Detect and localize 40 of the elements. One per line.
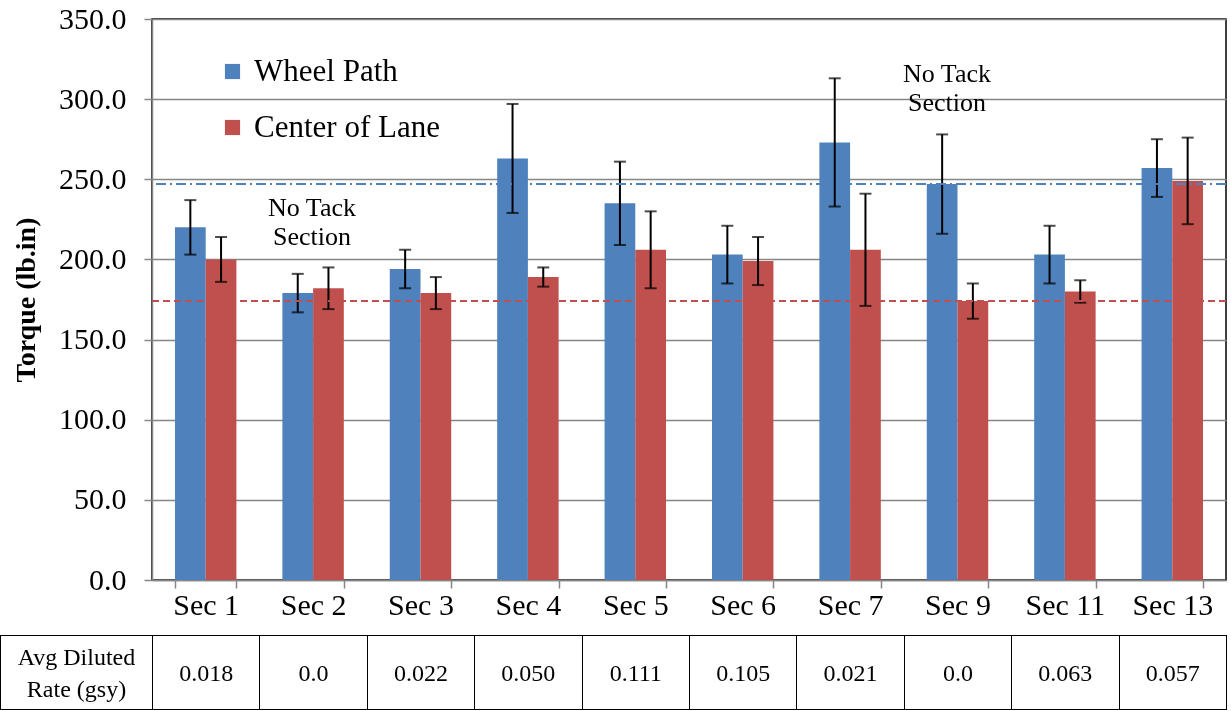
bar (174, 227, 206, 580)
y-tick-label: 300.0 (59, 81, 127, 115)
x-tick-label: Sec 9 (925, 587, 991, 621)
bar (604, 203, 636, 580)
x-tick-label: Sec 6 (710, 587, 777, 621)
text: 0.111 (582, 635, 690, 710)
text: 0.057 (1119, 635, 1227, 710)
x-tick-label: Sec 7 (817, 587, 884, 621)
y-tick-label: 350.0 (59, 1, 127, 35)
x-tick-label: Sec 11 (1025, 587, 1106, 621)
y-tick-label: 50.0 (74, 482, 127, 516)
text: 0.021 (796, 635, 905, 710)
legend-label: Wheel Path (254, 52, 399, 88)
text: 0.063 (1011, 635, 1120, 710)
x-tick-label: Sec 4 (495, 587, 562, 621)
bar (282, 293, 314, 580)
text: 0.0 (904, 635, 1012, 710)
x-tick-label: Sec 3 (388, 587, 454, 621)
annotation: No Tack Section (268, 193, 356, 251)
annotation: No Tack Section (903, 59, 991, 117)
text: 0.105 (689, 635, 797, 710)
x-tick-label: Sec 13 (1132, 587, 1214, 621)
y-tick-label: 100.0 (59, 402, 127, 436)
legend-label: Center of Lane (254, 108, 440, 144)
y-tick-label: 150.0 (59, 322, 127, 356)
y-tick-label: 200.0 (59, 241, 127, 275)
y-tick-label: 250.0 (59, 161, 127, 195)
y-axis-title: Torque (lb.in) (10, 217, 41, 383)
text: 0.018 (152, 635, 260, 710)
text: Avg Diluted Rate (gsy) (0, 635, 153, 710)
bar (1034, 254, 1065, 580)
bar (711, 254, 743, 580)
text: 0.022 (367, 635, 475, 710)
y-tick-label: 0.0 (89, 562, 127, 596)
x-tick-label: Sec 1 (173, 587, 240, 621)
bar (389, 269, 421, 580)
x-tick-label: Sec 5 (602, 587, 669, 621)
text: 0.050 (474, 635, 583, 710)
x-tick-label: Sec 2 (280, 587, 347, 621)
text: 0.0 (259, 635, 368, 710)
